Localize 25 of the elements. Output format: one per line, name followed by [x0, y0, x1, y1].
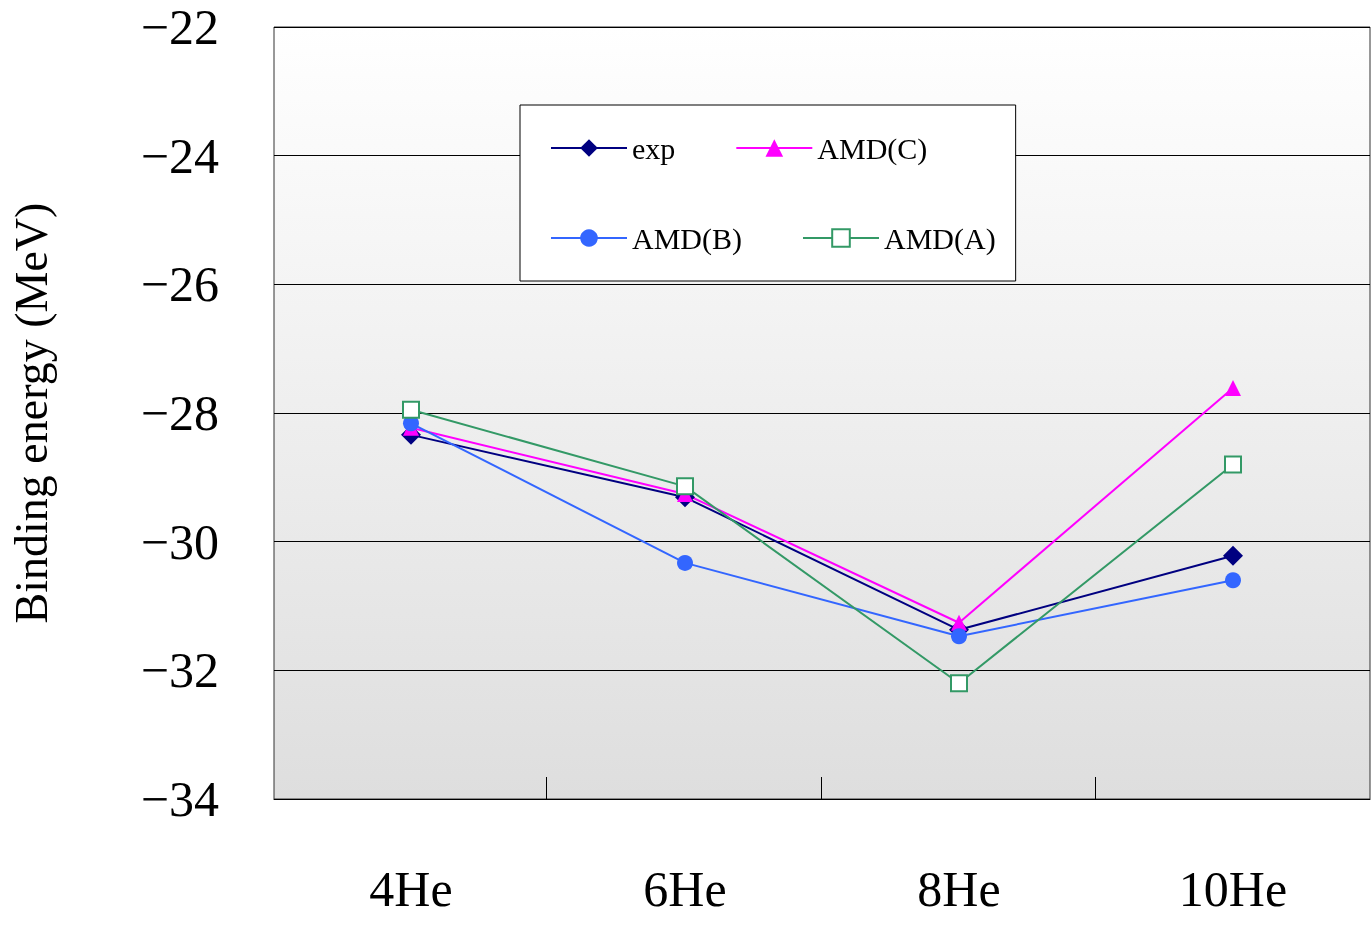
x-tick-label: 10He: [1178, 861, 1288, 917]
legend-label: AMD(C): [817, 131, 928, 166]
y-tick-label: −30: [140, 513, 219, 570]
point: [677, 554, 693, 571]
point: [676, 477, 694, 496]
y-tick-label: −32: [140, 642, 219, 699]
y-tick-label: −24: [140, 127, 219, 184]
point: [1225, 572, 1241, 589]
legend-label: AMD(B): [632, 221, 742, 256]
point: [1225, 379, 1241, 396]
x-tick-label: 4He: [369, 861, 453, 917]
point: [1224, 455, 1242, 474]
y-tick-label: −22: [140, 0, 219, 55]
point: [950, 674, 968, 693]
y-tick-label: −28: [140, 385, 219, 441]
point: [402, 400, 420, 419]
point: [951, 628, 967, 645]
x-tick-label: 8He: [917, 861, 1001, 917]
x-tick-label: 6He: [643, 861, 727, 917]
legend-label: exp: [632, 131, 676, 165]
legend-label: AMD(A): [884, 221, 996, 256]
point: [1223, 545, 1243, 566]
y-tick-label: −34: [140, 771, 219, 827]
y-tick-label: −26: [140, 256, 219, 313]
y-axis-title: Binding energy (MeV): [5, 202, 57, 624]
